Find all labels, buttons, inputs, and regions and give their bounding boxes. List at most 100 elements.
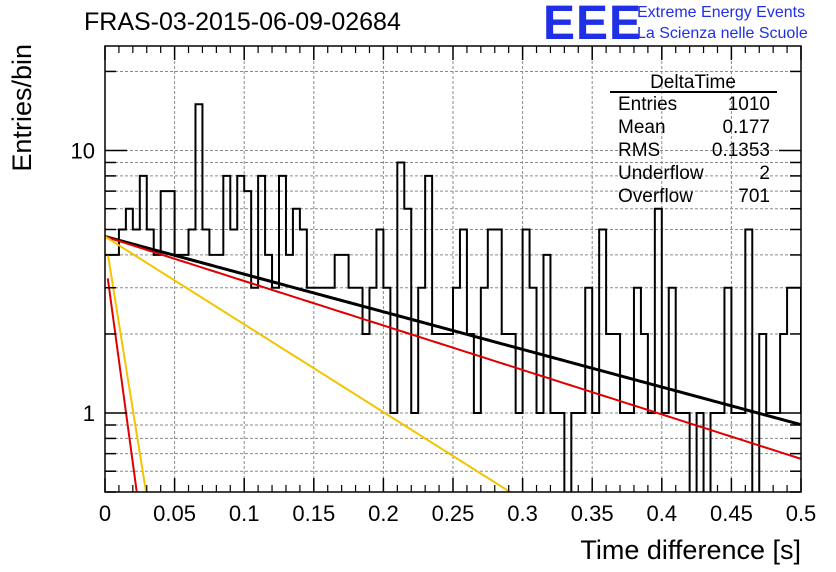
- histogram-bin: [307, 288, 314, 492]
- histogram-bin: [829, 413, 836, 492]
- stats-value-entries: 1010: [728, 94, 770, 115]
- histogram-bin: [189, 229, 196, 492]
- histogram-bin: [745, 229, 752, 492]
- histogram-bin: [182, 255, 189, 492]
- histogram-bin: [230, 229, 237, 492]
- histogram-bin: [425, 176, 432, 492]
- histogram-bin: [328, 288, 335, 492]
- eee-logo-line1: Extreme Energy Events: [637, 4, 806, 21]
- x-tick-label: 0.2: [368, 501, 399, 526]
- histogram-bin: [209, 255, 216, 492]
- histogram-bin: [279, 176, 286, 492]
- histogram-bin: [766, 413, 773, 492]
- fit-curve-steep-yellow: [106, 253, 148, 492]
- stats-label-overflow: Overflow: [618, 186, 693, 207]
- histogram-bin: [432, 334, 439, 492]
- axis-ticks: [104, 46, 802, 493]
- histogram-bin: [147, 229, 154, 492]
- x-tick-label: 0.5: [786, 501, 817, 526]
- histogram-bin: [446, 334, 453, 492]
- x-tick-label: 0.4: [647, 501, 678, 526]
- eee-logo-line2: La Scienza nelle Scuole: [637, 25, 808, 42]
- histogram-bin: [530, 288, 537, 492]
- histogram-bin: [571, 413, 578, 492]
- histogram-bin: [557, 413, 564, 492]
- stats-value-mean: 0.177: [722, 117, 770, 138]
- stats-value-underflow: 2: [759, 163, 770, 184]
- histogram-bin: [794, 288, 801, 492]
- histogram-bin: [223, 176, 230, 492]
- histogram-bin: [537, 413, 544, 492]
- stats-value-overflow: 701: [738, 186, 770, 207]
- histogram-bin: [731, 413, 738, 492]
- histogram-bin: [272, 288, 279, 492]
- histogram-bin: [453, 288, 460, 492]
- histogram-bin: [620, 413, 627, 492]
- x-tick-label: 0: [99, 501, 111, 526]
- histogram-bin: [342, 255, 349, 492]
- histogram-bin: [683, 413, 690, 492]
- y-tick-label: 10: [71, 138, 95, 163]
- x-tick-label: 0.25: [432, 501, 475, 526]
- histogram-bin: [711, 413, 718, 492]
- stats-value-rms: 0.1353: [712, 140, 770, 161]
- histogram-bin: [516, 413, 523, 492]
- histogram-bin: [599, 229, 606, 492]
- y-tick-label: 1: [83, 401, 95, 426]
- histogram-bin: [363, 334, 370, 492]
- histogram-bin: [724, 288, 731, 492]
- histogram-bin: [655, 209, 662, 492]
- histogram-bin: [662, 413, 669, 492]
- histogram-bin: [411, 413, 418, 492]
- histogram-bin: [175, 255, 182, 492]
- x-tick-label: 0.3: [507, 501, 538, 526]
- histogram-bin: [523, 229, 530, 492]
- histogram-bin: [404, 209, 411, 492]
- histogram-bin: [376, 229, 383, 492]
- x-tick-label: 0.15: [292, 501, 335, 526]
- histogram-bin: [822, 413, 829, 492]
- histogram-bin: [237, 176, 244, 492]
- histogram-bin: [314, 288, 321, 492]
- histogram-bin: [550, 413, 557, 492]
- histogram-bin: [474, 413, 481, 492]
- x-tick-label: 0.1: [229, 501, 260, 526]
- histogram-bin: [627, 413, 634, 492]
- histogram-bin: [439, 334, 446, 492]
- histogram-bin: [787, 288, 794, 492]
- x-tick-label: 0.45: [710, 501, 753, 526]
- histogram-bin: [502, 334, 509, 492]
- eee-logo: EEE: [543, 0, 643, 50]
- histogram-bin: [286, 255, 293, 492]
- histogram-bin: [613, 334, 620, 492]
- histogram-outline: [105, 103, 801, 492]
- y-axis-title: Entries/bin: [7, 44, 37, 172]
- fit-curve-component: [105, 235, 801, 460]
- histogram-bin: [676, 413, 683, 492]
- histogram-bin: [293, 209, 300, 492]
- histogram-bin: [251, 288, 258, 492]
- histogram-bin: [244, 191, 251, 492]
- histogram-bin: [592, 413, 599, 492]
- stats-label-rms: RMS: [618, 140, 660, 161]
- histogram-bin: [815, 413, 822, 492]
- histogram-bin: [606, 334, 613, 492]
- histogram-bin: [509, 334, 516, 492]
- histogram-bin: [397, 162, 404, 492]
- x-tick-label: 0.35: [571, 501, 614, 526]
- histogram-bin: [481, 288, 488, 492]
- histogram-bin: [168, 191, 175, 492]
- histogram-bin: [161, 191, 168, 492]
- histogram-bin: [634, 288, 641, 492]
- fit-curve-exponential: [105, 235, 512, 492]
- axis-labels: 0 0.05 0.1 0.15 0.2 0.25 0.3 0.35 0.4 0.45 0.5 1 10 T…: [7, 44, 816, 565]
- stats-title: DeltaTime: [650, 72, 736, 93]
- histogram-bin: [216, 255, 223, 492]
- histogram-bin: [369, 288, 376, 492]
- x-axis-title: Time difference [s]: [580, 535, 801, 565]
- histogram-bin: [578, 413, 585, 492]
- histogram-bin: [801, 413, 808, 492]
- histogram: [105, 103, 836, 492]
